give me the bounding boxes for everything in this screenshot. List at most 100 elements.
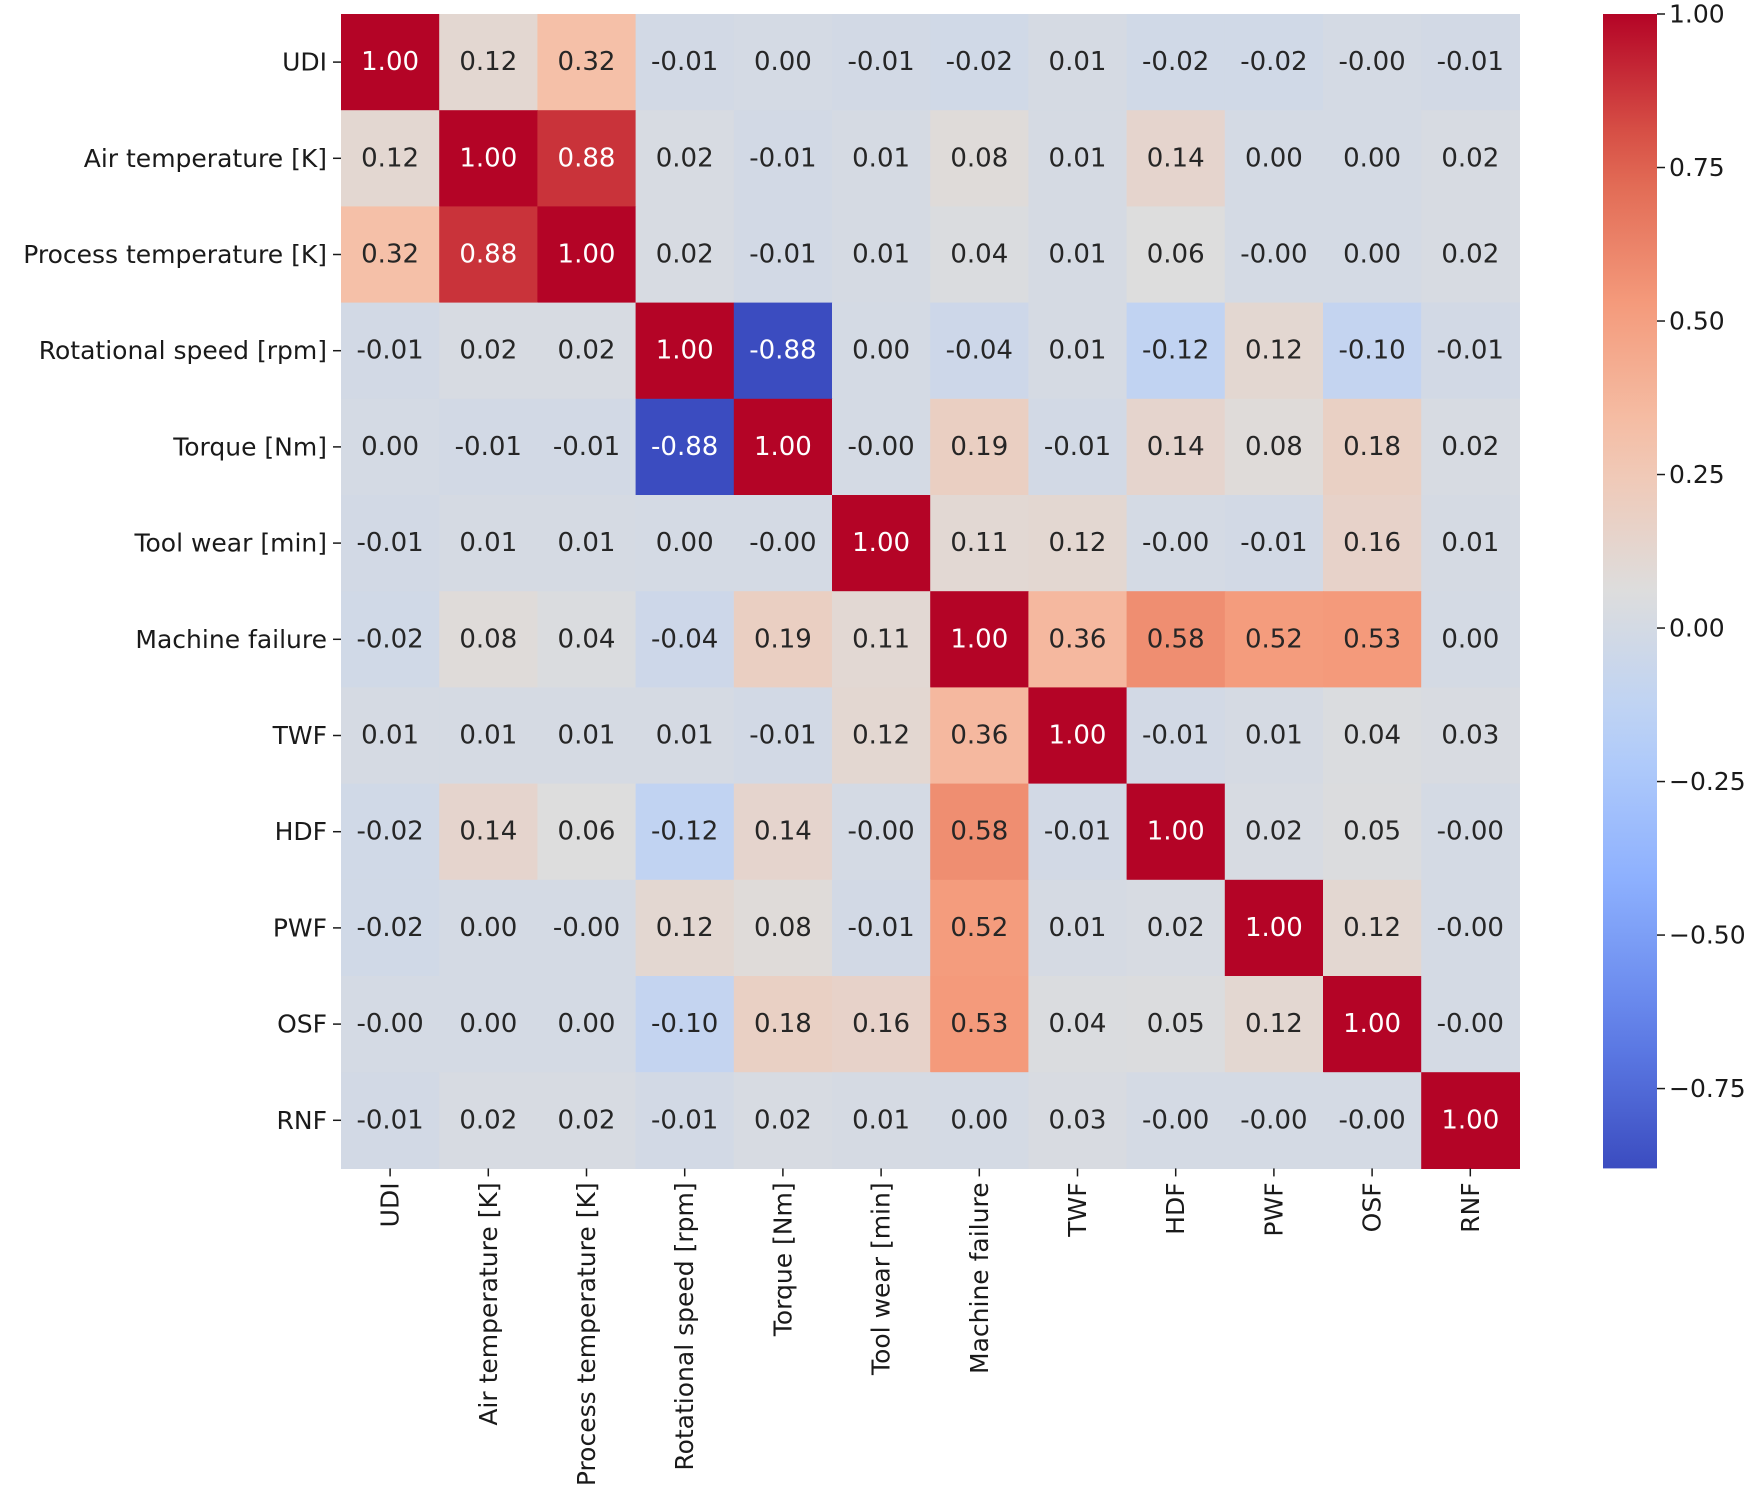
heatmap-cell <box>930 783 1029 881</box>
heatmap-cell-value: 0.01 <box>852 1105 910 1135</box>
heatmap-cell <box>341 1072 440 1169</box>
heatmap-cell-value: 0.01 <box>1049 336 1107 366</box>
heatmap-cell-value: -0.02 <box>356 624 423 654</box>
heatmap-cell-value: 0.58 <box>950 817 1008 847</box>
heatmap-cell-value: -0.02 <box>356 913 423 943</box>
heatmap-cell <box>1421 591 1520 688</box>
heatmap-cell-value: 0.53 <box>1343 624 1401 654</box>
heatmap-cell <box>930 976 1029 1073</box>
heatmap-cell-value: -0.01 <box>749 143 816 173</box>
x-tick-label: UDI <box>376 1182 405 1227</box>
heatmap-cell <box>1323 591 1422 688</box>
heatmap-cell <box>1224 591 1324 688</box>
heatmap-cell-value: 0.02 <box>459 1105 517 1135</box>
heatmap-cell-value: 0.12 <box>459 47 517 77</box>
heatmap-cell <box>1421 206 1520 304</box>
heatmap-cell <box>1028 110 1128 207</box>
heatmap-cell-value: 0.12 <box>361 143 419 173</box>
heatmap-cell-value: -0.01 <box>651 47 718 77</box>
heatmap-cell-value: -0.02 <box>1142 47 1209 77</box>
y-tick-label: Tool wear [min] <box>133 529 327 558</box>
heatmap-cell <box>439 302 538 400</box>
heatmap-cell <box>537 14 637 111</box>
heatmap-cell <box>930 206 1029 304</box>
x-tick-label: OSF <box>1358 1182 1387 1232</box>
heatmap-cell-value: 0.32 <box>558 47 616 77</box>
heatmap-cell <box>635 591 735 688</box>
heatmap-cell-value: 0.19 <box>754 624 812 654</box>
heatmap-cell-value: 0.32 <box>361 240 419 270</box>
heatmap-cell <box>930 302 1029 400</box>
heatmap-cell-value: 1.00 <box>459 143 517 173</box>
heatmap-cell <box>1421 783 1520 881</box>
heatmap-cell <box>733 687 833 785</box>
heatmap-cell <box>930 14 1029 111</box>
heatmap-cell-value: 0.36 <box>950 721 1008 751</box>
heatmap-cell <box>1323 687 1422 785</box>
heatmap-cell <box>832 783 931 881</box>
heatmap-cell <box>1421 302 1520 400</box>
heatmap-cell-value: -0.00 <box>1437 913 1504 943</box>
heatmap-cell-value: -0.00 <box>1437 1009 1504 1039</box>
heatmap-cell <box>832 398 931 496</box>
heatmap-cell-value: -0.01 <box>1142 721 1209 751</box>
heatmap-cell <box>341 398 440 496</box>
heatmap-cell <box>635 879 735 977</box>
heatmap-cell-value: 0.52 <box>950 913 1008 943</box>
heatmap-cell-value: 0.08 <box>754 913 812 943</box>
heatmap-cell <box>439 591 538 688</box>
colorbar-tick-label: 0.00 <box>1669 614 1725 643</box>
heatmap-cell-value: -0.01 <box>651 1105 718 1135</box>
x-tick-label: Tool wear [min] <box>867 1182 896 1376</box>
heatmap-cell <box>832 687 931 785</box>
heatmap-cell <box>832 591 931 688</box>
heatmap-cell <box>1421 1072 1520 1169</box>
heatmap-cell <box>635 783 735 881</box>
heatmap-cell-value: 0.00 <box>656 528 714 558</box>
y-tick-label: HDF <box>275 817 327 846</box>
heatmap-cell-value: -0.01 <box>847 47 914 77</box>
heatmap-cell-value: -0.00 <box>1338 1105 1405 1135</box>
heatmap-cell <box>537 783 637 881</box>
heatmap-cell <box>439 110 538 207</box>
heatmap-cell-value: -0.01 <box>356 1105 423 1135</box>
heatmap-cell-value: -0.00 <box>749 528 816 558</box>
heatmap-cell <box>341 495 440 592</box>
heatmap-cell-value: 0.18 <box>1343 432 1401 462</box>
heatmap-cell <box>1224 687 1324 785</box>
heatmap-cell <box>1421 495 1520 592</box>
heatmap-cell-value: 0.06 <box>1147 240 1205 270</box>
heatmap-cell <box>1224 976 1324 1073</box>
heatmap-cell <box>635 302 735 400</box>
colorbar-tick-label: 1.00 <box>1669 0 1725 29</box>
heatmap-cell-value: -0.01 <box>553 432 620 462</box>
heatmap-cell <box>341 976 440 1073</box>
heatmap-cell-value: 0.02 <box>1441 432 1499 462</box>
heatmap-cell-value: -0.12 <box>651 817 718 847</box>
heatmap-cell <box>832 206 931 304</box>
heatmap-cell-value: 0.00 <box>459 913 517 943</box>
heatmap-cell-value: 0.14 <box>1147 432 1205 462</box>
heatmap-cell <box>635 495 735 592</box>
heatmap-cell-value: 1.00 <box>361 47 419 77</box>
heatmap-cell-value: -0.88 <box>749 336 816 366</box>
heatmap-cell <box>930 687 1029 785</box>
heatmap-cell-value: -0.01 <box>1437 336 1504 366</box>
colorbar-tick-label: 0.75 <box>1669 153 1725 182</box>
heatmap-cell <box>733 110 833 207</box>
heatmap-cell-value: 1.00 <box>754 432 812 462</box>
heatmap-cell <box>1224 14 1324 111</box>
heatmap-cell-value: 1.00 <box>1147 817 1205 847</box>
heatmap-cell <box>1421 398 1520 496</box>
heatmap-cell-value: 0.14 <box>754 817 812 847</box>
heatmap-cell-value: 0.03 <box>1441 721 1499 751</box>
heatmap-cell-value: 0.00 <box>1343 240 1401 270</box>
heatmap-cell <box>832 1072 931 1169</box>
heatmap-cell-value: 0.01 <box>1049 240 1107 270</box>
heatmap-cell-value: 0.00 <box>852 336 910 366</box>
x-tick-label: HDF <box>1161 1182 1190 1234</box>
heatmap-cell <box>733 1072 833 1169</box>
y-tick-label: Machine failure <box>135 625 327 654</box>
heatmap-cell <box>635 398 735 496</box>
heatmap-cell-value: -0.12 <box>1142 336 1209 366</box>
